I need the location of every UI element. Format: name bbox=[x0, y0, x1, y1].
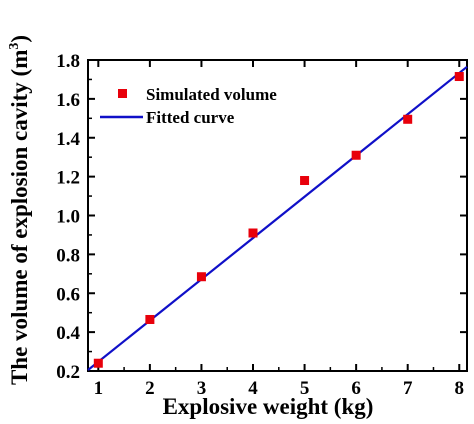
y-tick-label: 1.0 bbox=[56, 207, 80, 228]
simulated-volume-point bbox=[403, 114, 413, 124]
x-tick-label: 4 bbox=[248, 378, 258, 399]
y-axis-title-superscript: 3 bbox=[7, 43, 22, 50]
y-axis-title: The volume of explosion cavity (m3) bbox=[7, 35, 32, 385]
y-axis-title-close: ) bbox=[7, 35, 32, 43]
y-tick-label: 1.2 bbox=[56, 168, 80, 189]
y-tick-label: 0.6 bbox=[56, 284, 80, 305]
simulated-volume-point bbox=[248, 228, 258, 238]
y-tick-label: 0.2 bbox=[56, 362, 80, 383]
y-tick-label: 0.4 bbox=[56, 323, 80, 344]
legend-label-fitted: Fitted curve bbox=[146, 108, 235, 127]
y-tick-label: 1.8 bbox=[56, 51, 80, 72]
y-tick-label: 1.4 bbox=[56, 129, 80, 150]
x-tick-label: 6 bbox=[351, 378, 361, 399]
simulated-volume-point bbox=[351, 150, 361, 160]
legend-marker-simulated bbox=[118, 89, 127, 98]
legend-label-simulated: Simulated volume bbox=[146, 85, 277, 104]
fitted-curve-line bbox=[87, 65, 468, 371]
simulated-volume-point bbox=[454, 72, 464, 82]
simulated-volume-point bbox=[196, 272, 206, 282]
x-tick-label: 2 bbox=[145, 378, 155, 399]
x-tick-label: 1 bbox=[94, 378, 104, 399]
x-tick-label: 3 bbox=[197, 378, 207, 399]
x-tick-label: 7 bbox=[403, 378, 413, 399]
simulated-volume-point bbox=[93, 358, 103, 368]
simulated-volume-point bbox=[300, 176, 310, 186]
simulated-volume-point bbox=[145, 314, 155, 324]
y-axis-title-main: The volume of explosion cavity (m bbox=[7, 50, 32, 385]
y-tick-label: 1.6 bbox=[56, 90, 80, 111]
x-axis-title: Explosive weight (kg) bbox=[163, 394, 374, 419]
y-tick-label: 0.8 bbox=[56, 245, 80, 266]
x-tick-label: 8 bbox=[455, 378, 465, 399]
x-tick-label: 5 bbox=[300, 378, 310, 399]
